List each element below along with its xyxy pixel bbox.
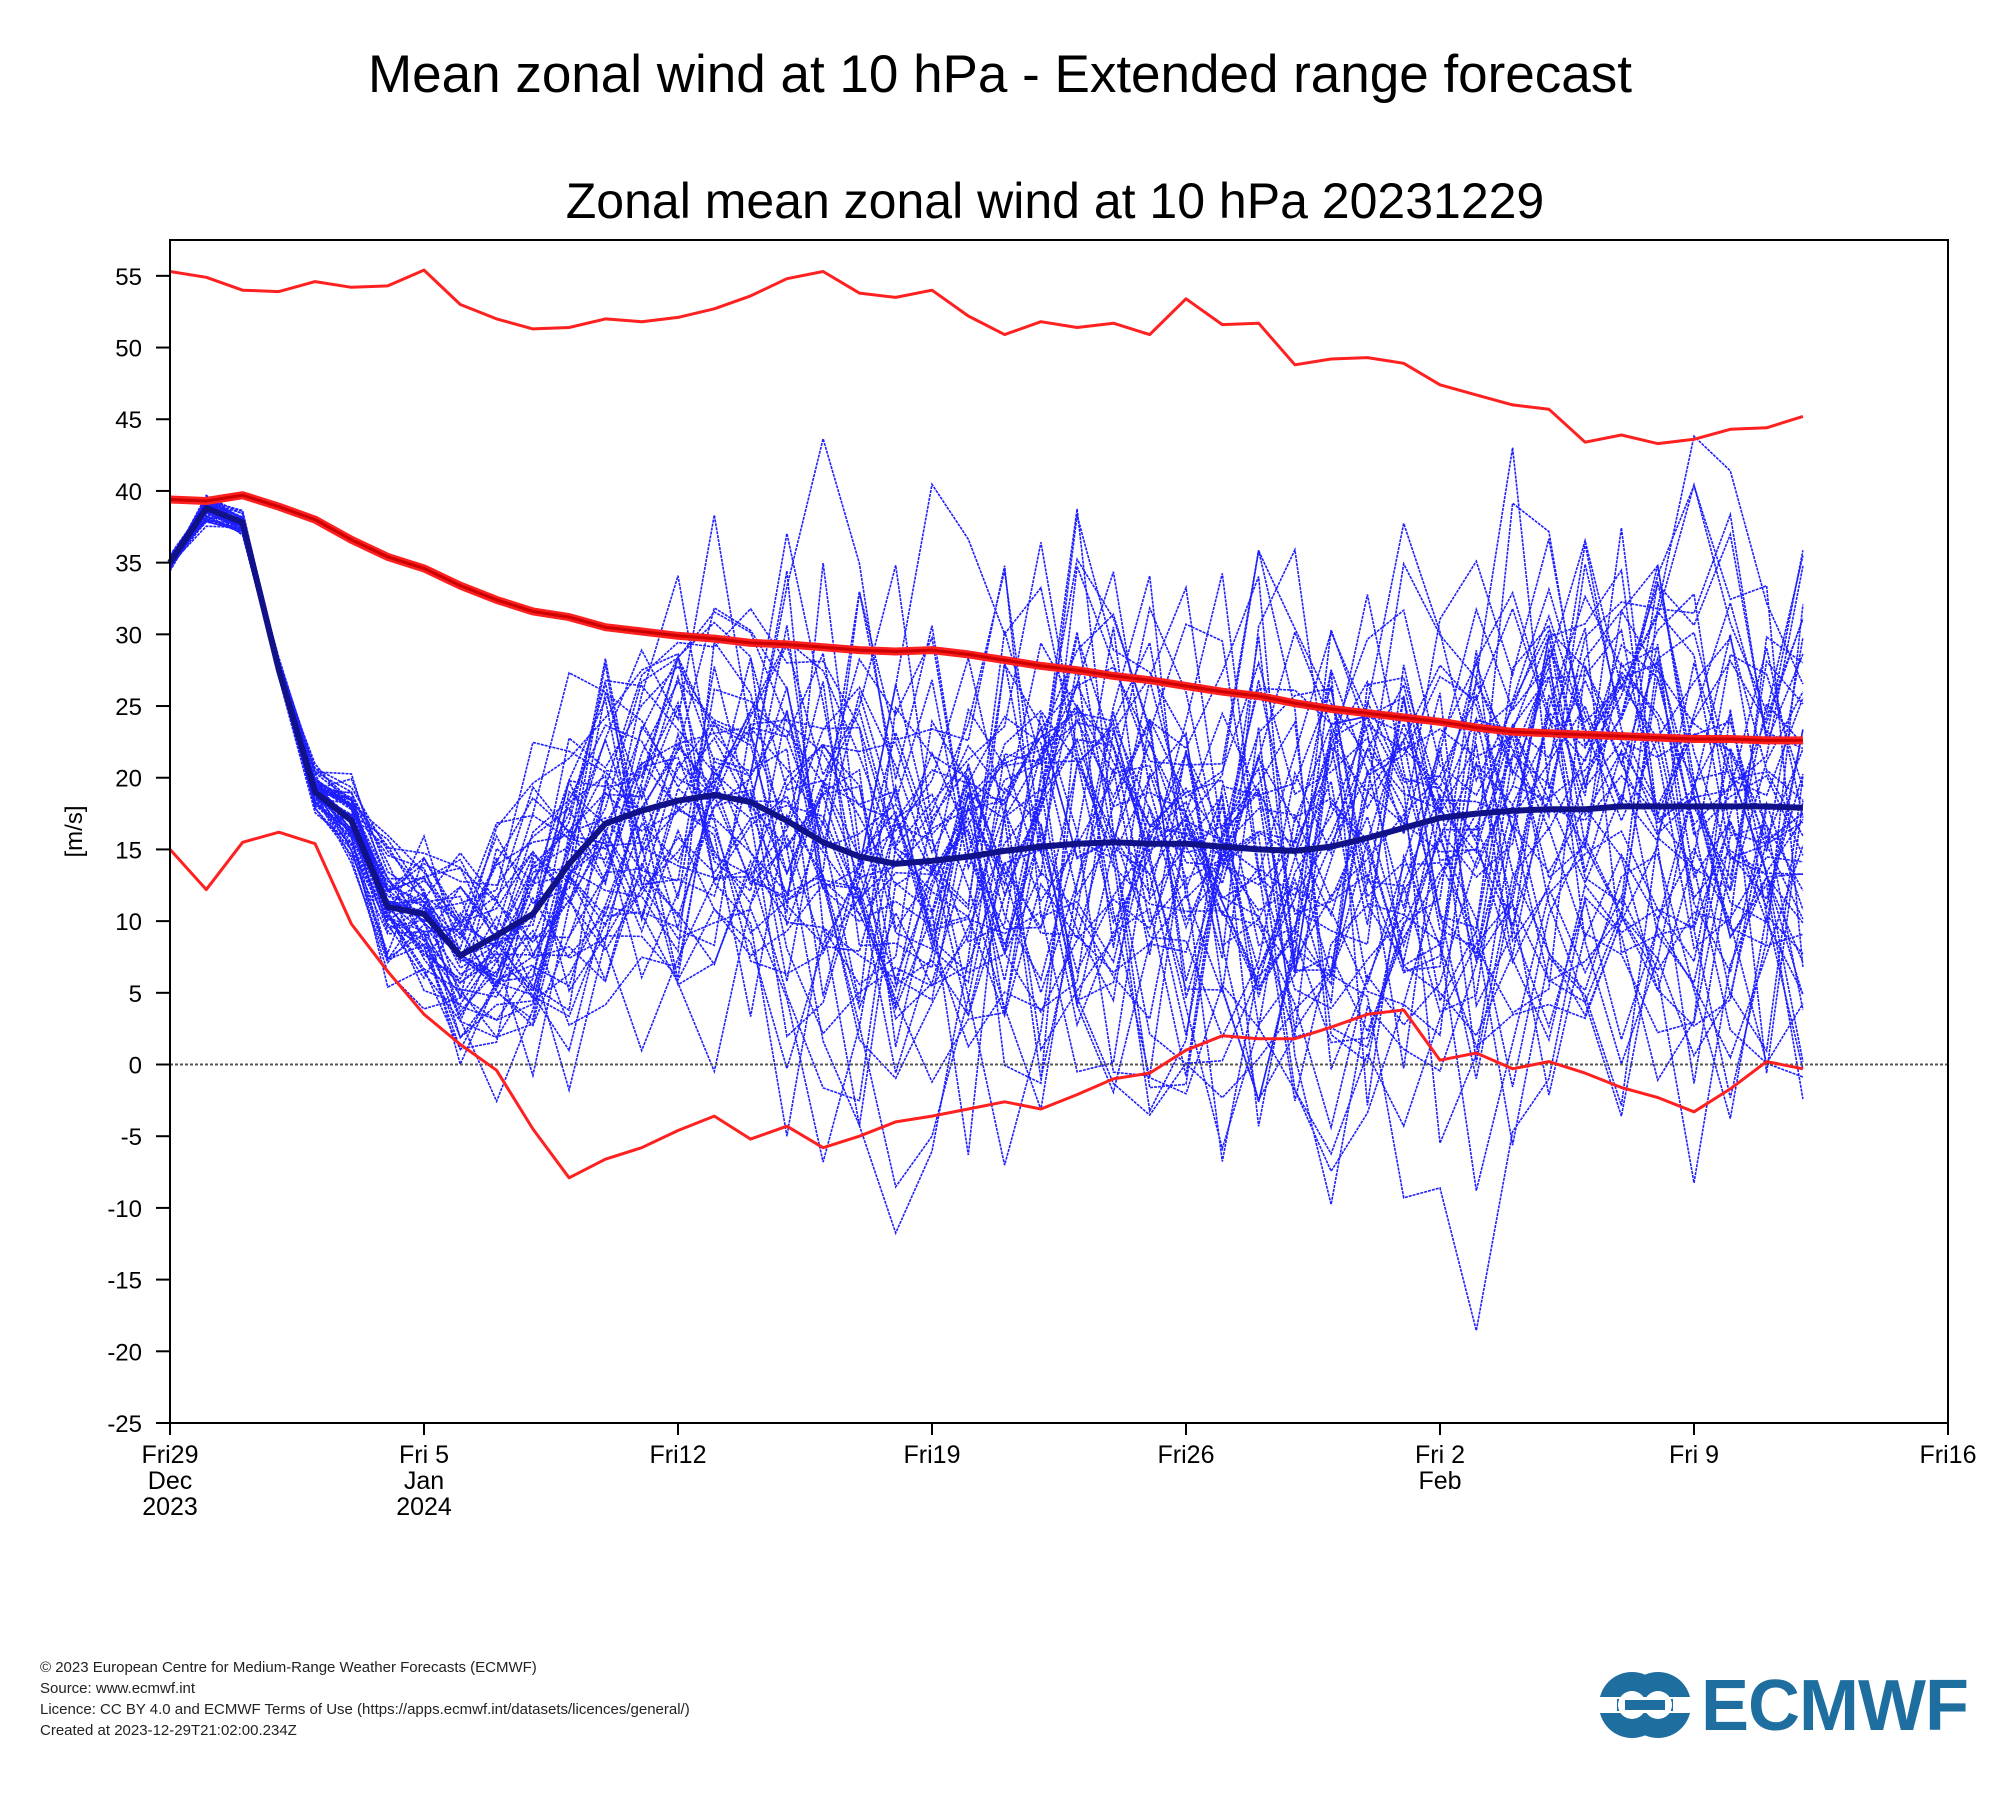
ensemble-member-line bbox=[170, 507, 1804, 1146]
ensemble-member-line bbox=[170, 498, 1804, 1073]
ecmwf-logo: ECMWF bbox=[1595, 1668, 1975, 1743]
y-tick-label: 35 bbox=[115, 551, 142, 578]
ensemble-member-line bbox=[170, 506, 1804, 1191]
x-tick-label: Fri19 bbox=[904, 1441, 961, 1469]
ensemble-member-line bbox=[170, 525, 1804, 1156]
y-tick-label: 20 bbox=[115, 766, 142, 793]
climate-max-line bbox=[169, 268, 1804, 446]
ensemble-member-line bbox=[170, 508, 1804, 1102]
ensemble-member-line bbox=[170, 514, 1804, 1102]
ensemble-member-line bbox=[170, 508, 1804, 1131]
ensemble-member-line bbox=[170, 510, 1804, 1064]
y-tick-label: -5 bbox=[121, 1124, 142, 1151]
x-tick-label: Fri26 bbox=[1158, 1441, 1215, 1469]
ensemble-member-line bbox=[170, 509, 1804, 1052]
chart-container: Zonal mean zonal wind at 10 hPa 20231229… bbox=[61, 173, 1977, 1521]
x-tick-label: Fri12 bbox=[650, 1441, 707, 1469]
y-tick-label: 5 bbox=[129, 981, 142, 1008]
ensemble-members-layer bbox=[170, 434, 1804, 1331]
series-lines-layer bbox=[167, 268, 1804, 1180]
licence-text: Licence: CC BY 4.0 and ECMWF Terms of Us… bbox=[40, 1701, 690, 1718]
ensemble-member-line bbox=[170, 500, 1803, 1144]
y-axis-label: [m/s] bbox=[61, 806, 88, 858]
y-tick-label: 10 bbox=[115, 909, 142, 936]
x-tick-sublabel: Dec bbox=[148, 1467, 192, 1495]
x-tick-year-label: 2024 bbox=[396, 1493, 452, 1521]
y-tick-label: -25 bbox=[107, 1411, 142, 1438]
ensemble-member-line bbox=[170, 447, 1804, 1074]
ensemble-member-line bbox=[170, 502, 1804, 1022]
y-tick-label: 45 bbox=[115, 407, 142, 434]
ensemble-member-line bbox=[170, 517, 1804, 1040]
y-tick-label: 0 bbox=[129, 1053, 142, 1080]
ensemble-member-line bbox=[170, 499, 1804, 1080]
ensemble-member-line bbox=[170, 498, 1804, 1096]
chart-title: Zonal mean zonal wind at 10 hPa 20231229 bbox=[566, 173, 1545, 229]
ensemble-member-line bbox=[170, 501, 1804, 1023]
x-tick-label: Fri29 bbox=[142, 1441, 199, 1469]
climate-mean-line bbox=[169, 493, 1803, 742]
ensemble-member-line bbox=[170, 511, 1804, 1078]
ensemble-member-line bbox=[170, 520, 1804, 1236]
x-tick-label: Fri 2 bbox=[1415, 1441, 1465, 1469]
axes-layer: 5550454035302520151050-5-10-15-20-25Fri2… bbox=[107, 239, 1977, 1521]
y-tick-label: 25 bbox=[115, 694, 142, 721]
y-tick-label: 50 bbox=[115, 336, 142, 363]
x-tick-year-label: 2023 bbox=[142, 1493, 198, 1521]
x-tick-label: Fri16 bbox=[1920, 1441, 1977, 1469]
climate-min-line bbox=[168, 830, 1804, 1180]
ensemble-mean-line bbox=[167, 505, 1804, 959]
ensemble-member-line bbox=[170, 503, 1804, 1095]
ensemble-member-line bbox=[170, 501, 1804, 1102]
ensemble-member-line bbox=[170, 494, 1804, 1106]
y-tick-label: -15 bbox=[107, 1268, 142, 1295]
ensemble-member-line bbox=[170, 503, 1804, 1103]
plot-frame bbox=[169, 239, 1949, 1424]
source-text: Source: www.ecmwf.int bbox=[40, 1680, 196, 1697]
page-title: Mean zonal wind at 10 hPa - Extended ran… bbox=[368, 45, 1632, 104]
logo-text: ECMWF bbox=[1701, 1666, 1969, 1746]
x-tick-label: Fri 9 bbox=[1669, 1441, 1719, 1469]
y-tick-label: 15 bbox=[115, 837, 142, 864]
ensemble-member-line bbox=[170, 507, 1804, 1010]
y-tick-label: 55 bbox=[115, 264, 142, 291]
y-tick-label: -20 bbox=[107, 1339, 142, 1366]
ensemble-member-line bbox=[170, 504, 1804, 1119]
ensemble-member-line bbox=[170, 500, 1804, 1205]
footer: © 2023 European Centre for Medium-Range … bbox=[40, 1657, 690, 1741]
y-tick-label: 30 bbox=[115, 622, 142, 649]
ensemble-member-line bbox=[170, 483, 1804, 1173]
ensemble-member-line bbox=[170, 482, 1804, 1104]
ecmwf-logo-icon bbox=[1595, 1672, 1695, 1738]
created-text: Created at 2023-12-29T21:02:00.234Z bbox=[40, 1722, 297, 1739]
x-tick-label: Fri 5 bbox=[399, 1441, 449, 1469]
chart-svg: Zonal mean zonal wind at 10 hPa 20231229… bbox=[61, 173, 1977, 1521]
y-tick-label: 40 bbox=[115, 479, 142, 506]
y-tick-label: -10 bbox=[107, 1196, 142, 1223]
x-tick-sublabel: Feb bbox=[1418, 1467, 1461, 1495]
ensemble-member-line bbox=[170, 435, 1804, 996]
copyright-text: © 2023 European Centre for Medium-Range … bbox=[40, 1659, 537, 1676]
ensemble-member-line bbox=[170, 515, 1804, 1077]
x-tick-sublabel: Jan bbox=[404, 1467, 444, 1495]
ensemble-member-line bbox=[170, 502, 1804, 1036]
ensemble-member-line bbox=[170, 503, 1804, 1331]
